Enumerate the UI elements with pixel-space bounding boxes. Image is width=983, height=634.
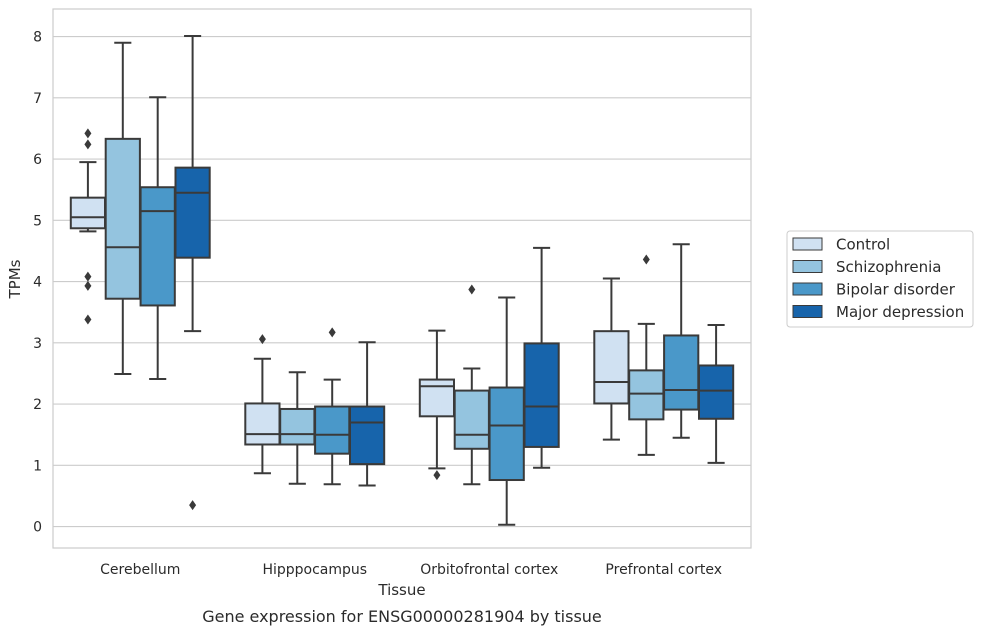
legend-swatch <box>792 237 823 251</box>
box-plot <box>663 243 700 439</box>
box-iqr <box>244 402 281 446</box>
outlier-point <box>642 254 650 265</box>
x-tick-label: Hipppocampus <box>262 562 367 578</box>
series-control <box>69 128 630 481</box>
legend: Control Schizophrenia Bipolar disorder Majo… <box>786 230 974 328</box>
y-tick-label: 0 <box>33 520 42 536</box>
y-tick-label: 8 <box>33 30 42 46</box>
chart-caption: Gene expression for ENSG00000281904 by t… <box>202 607 602 626</box>
outlier-point <box>84 280 92 291</box>
legend-label: Control <box>836 236 890 254</box>
box-plot <box>453 284 490 486</box>
outlier-point <box>84 271 92 282</box>
y-tick-label: 4 <box>33 275 42 291</box>
x-tick-labels: Cerebellum Hipppocampus Orbitofrontal cort… <box>100 562 722 578</box>
legend-swatch <box>792 305 823 318</box>
box-plot <box>279 371 316 485</box>
legend-frame <box>786 230 974 328</box>
box-iqr <box>104 137 141 300</box>
box-iqr <box>418 378 456 418</box>
series-schizophrenia <box>104 41 665 486</box>
box-plot <box>69 128 107 325</box>
box-plot <box>628 254 665 456</box>
box-plot <box>104 41 141 376</box>
box-iqr <box>453 389 490 450</box>
box-plot <box>697 324 735 464</box>
box-iqr <box>174 166 211 259</box>
box-plot <box>139 96 176 380</box>
box-iqr <box>663 334 700 411</box>
y-tick-label: 7 <box>33 91 42 107</box>
box-iqr <box>593 330 630 405</box>
series-bipolar-disorder <box>139 96 700 526</box>
y-tick-label: 5 <box>33 213 42 229</box>
outlier-point <box>189 500 197 511</box>
x-tick-label: Orbitofrontal cortex <box>420 562 558 578</box>
box-plot <box>348 341 386 487</box>
x-axis-label: Tissue <box>377 581 425 599</box>
legend-swatch <box>792 260 823 273</box>
box-iqr <box>488 386 525 482</box>
legend-label: Bipolar disorder <box>836 281 956 299</box>
outlier-point <box>84 128 92 139</box>
box-plot <box>593 277 630 441</box>
box-iqr <box>314 405 351 455</box>
outlier-point <box>84 139 92 150</box>
legend-swatch <box>792 282 823 296</box>
box-plot <box>523 246 560 469</box>
box-plot <box>314 327 351 486</box>
box-plot <box>174 34 211 511</box>
box-iqr <box>279 407 316 446</box>
outlier-point <box>468 284 476 295</box>
x-tick-label: Cerebellum <box>100 562 180 578</box>
y-tick-labels: 0 1 2 3 4 5 6 7 8 <box>33 30 42 536</box>
box-iqr <box>139 186 176 307</box>
outlier-point <box>84 314 92 325</box>
box-iqr <box>628 369 665 421</box>
box-plot <box>244 334 281 475</box>
y-tick-label: 6 <box>33 152 42 168</box>
box-iqr <box>348 405 386 466</box>
y-tick-label: 2 <box>33 397 42 413</box>
x-tick-label: Prefrontal cortex <box>605 562 722 578</box>
legend-label: Major depression <box>836 303 964 321</box>
box-series <box>69 34 735 526</box>
gridlines <box>53 35 751 528</box>
outlier-point <box>433 470 441 481</box>
y-axis-label: TPMs <box>6 259 24 299</box>
y-tick-label: 3 <box>33 336 42 352</box>
series-major-depression <box>174 34 735 511</box>
outlier-point <box>328 327 336 338</box>
plot-area-frame <box>52 8 752 549</box>
legend-label: Schizophrenia <box>836 258 941 276</box>
outlier-point <box>258 334 266 345</box>
box-iqr <box>523 342 560 448</box>
box-iqr <box>697 364 735 420</box>
y-tick-label: 1 <box>33 458 42 474</box>
box-plot <box>488 296 525 526</box>
box-iqr <box>69 196 107 230</box>
